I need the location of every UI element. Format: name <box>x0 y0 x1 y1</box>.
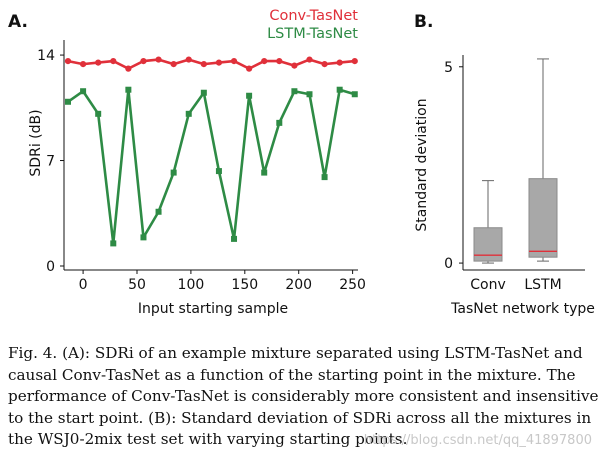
y-axis-title: SDRi (dB) <box>28 109 44 176</box>
conv-tasnet-data-point <box>276 57 283 65</box>
lstm-tasnet-data-point <box>110 240 117 247</box>
conv-tasnet-data-point <box>185 56 192 63</box>
lstm-tasnet-data-point <box>95 110 102 117</box>
y-axis-title: Standard deviation <box>414 98 430 231</box>
caption-line: to the start point. (B): Standard deviat… <box>8 408 592 427</box>
lstm-box <box>528 178 558 258</box>
caption-line: causal Conv-TasNet as a function of the … <box>8 365 576 384</box>
conv-box <box>473 227 503 262</box>
y-tick-label: 14 <box>37 48 55 64</box>
lstm-tasnet-data-point <box>200 89 207 96</box>
lstm-tasnet-data-point <box>65 98 71 105</box>
watermark: https://blog.csdn.net/qq_41897800 <box>363 433 592 448</box>
x-tick-label: 250 <box>339 277 366 293</box>
conv-tasnet-data-point <box>170 61 177 68</box>
y-tick-label: 5 <box>444 60 453 76</box>
x-tick-label: 50 <box>128 277 146 293</box>
conv-tasnet-data-point <box>110 57 117 65</box>
panel-b-label: B. <box>414 12 434 32</box>
x-axis-title: TasNet network type <box>450 301 595 317</box>
conv-tasnet-data-point <box>336 59 343 66</box>
conv-tasnet-data-point <box>79 61 87 68</box>
y-tick-label: 0 <box>444 256 453 272</box>
conv-tasnet-data-point <box>261 57 268 65</box>
lstm-tasnet-data-point <box>246 92 253 99</box>
lstm-tasnet-data-point <box>261 169 268 176</box>
lstm-tasnet-data-point <box>351 91 358 98</box>
x-tick-label: 0 <box>79 277 88 293</box>
conv-tasnet-data-point <box>125 65 132 72</box>
x-tick-label: 200 <box>285 277 312 293</box>
x-axis-title: Input starting sample <box>138 301 288 317</box>
conv-tasnet-data-point <box>246 65 253 72</box>
conv-tasnet-data-point <box>215 59 223 66</box>
lstm-tasnet-data-point <box>155 208 162 215</box>
lstm-tasnet-data-point <box>306 91 313 98</box>
lstm-tasnet-data-point <box>215 168 222 175</box>
conv-tasnet-data-point <box>230 57 238 65</box>
legend-entry: LSTM-TasNet <box>267 26 358 42</box>
stddev-box-plot: 0 5 Conv LSTM TasNet network type Standard de… <box>414 55 595 317</box>
caption-line: the WSJ0-2mix test set with varying star… <box>8 430 408 448</box>
caption-line: Fig. 4. (A): SDRi of an example mixture … <box>8 344 583 362</box>
lstm-tasnet-data-point <box>291 88 298 95</box>
sdri-line-chart: 0 7 14 0 50 100 150 200 250 Input starting sample… <box>28 8 366 317</box>
conv-tasnet-data-point <box>321 61 328 68</box>
figure-caption: Fig. 4. (A): SDRi of an example mixture … <box>8 343 604 451</box>
x-tick-label: LSTM <box>524 277 561 293</box>
y-tick-label: 0 <box>46 259 55 275</box>
lstm-tasnet-data-point <box>125 86 132 93</box>
lstm-tasnet-data-point <box>321 174 328 181</box>
conv-tasnet-data-point <box>351 57 358 65</box>
x-tick-label: 100 <box>178 277 205 293</box>
lstm-tasnet-data-point <box>276 119 283 126</box>
conv-tasnet-data-point <box>291 62 298 69</box>
lstm-tasnet-data-point <box>80 88 87 95</box>
lstm-tasnet-data-point <box>140 234 147 241</box>
x-tick-label: 150 <box>231 277 258 293</box>
conv-tasnet-data-point <box>95 59 102 66</box>
lstm-tasnet-data-point <box>170 169 177 176</box>
lstm-tasnet-data-point <box>185 110 192 117</box>
x-tick-label: Conv <box>470 277 506 293</box>
lstm-tasnet-data-point <box>336 86 343 93</box>
lstm-tasnet-data-point <box>231 235 238 242</box>
y-tick-label: 7 <box>46 154 55 170</box>
caption-line: performance of Conv-TasNet is considerab… <box>8 387 599 405</box>
conv-tasnet-data-point <box>140 57 147 65</box>
conv-tasnet-data-point <box>64 57 72 65</box>
conv-tasnet-data-point <box>155 56 162 63</box>
conv-tasnet-data-point <box>200 61 207 68</box>
conv-tasnet-data-point <box>306 56 313 63</box>
legend-entry: Conv-TasNet <box>269 8 358 24</box>
panel-a-label: A. <box>8 12 28 32</box>
